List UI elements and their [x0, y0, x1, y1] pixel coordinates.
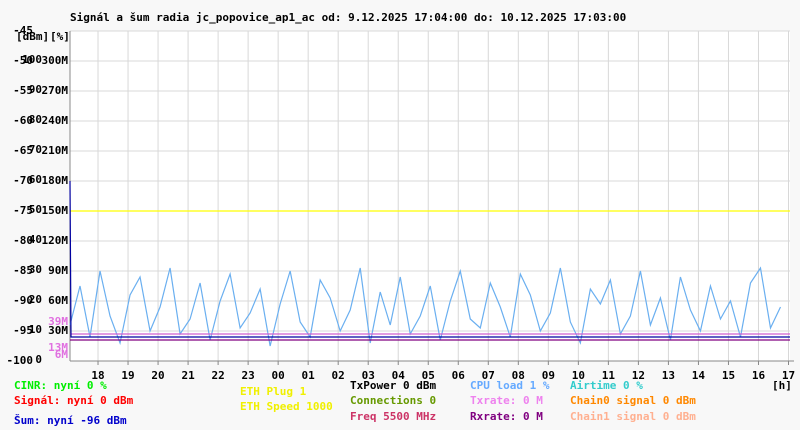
legend-entry: Signál: nyní 0 dBm: [14, 394, 134, 407]
x-tick-label: 09: [542, 369, 555, 382]
y2-axis-label: [%]: [50, 30, 70, 43]
y2-tick-label: 20: [29, 293, 42, 306]
x-tick-label: 10: [572, 369, 585, 382]
y-tick-label: -45: [13, 24, 33, 37]
y2-tick-label: 10: [29, 323, 42, 336]
x-tick-label: 05: [422, 369, 435, 382]
x-tick-label: 01: [302, 369, 316, 382]
y3-tick-label: 300M: [42, 54, 69, 67]
y3-tick-label: 240M: [42, 114, 69, 127]
x-tick-label: 19: [121, 369, 134, 382]
y3-tick-label: 60M: [48, 294, 68, 307]
y-tick-label: -85: [13, 264, 33, 277]
x-axis-label: [h]: [772, 379, 792, 392]
x-tick-label: 11: [602, 369, 616, 382]
y-tick-label: -95: [13, 324, 33, 337]
x-tick-label: 08: [512, 369, 525, 382]
legend-entry: TxPower 0 dBm: [350, 379, 436, 392]
y3-tick-label: 30M: [48, 324, 68, 337]
y3-tick-label: 150M: [42, 204, 69, 217]
x-tick-label: 13: [662, 369, 675, 382]
plot-area: [70, 31, 790, 361]
legend-entry: Freq 5500 MHz: [350, 410, 436, 423]
y2-tick-label: 30: [29, 263, 42, 276]
x-tick-label: 14: [692, 369, 706, 382]
legend-entry: Šum: nyní -96 dBm: [14, 414, 127, 427]
legend-entry: CPU load 1 %: [470, 379, 550, 392]
y3-tick-label: 210M: [42, 144, 69, 157]
y2-tick-label: 0: [35, 353, 42, 366]
legend-entry: Chain0 signal 0 dBm: [570, 394, 696, 407]
y2-tick-label: 80: [29, 113, 42, 126]
x-tick-label: 18: [91, 369, 104, 382]
x-tick-label: 16: [752, 369, 766, 382]
x-tick-label: 21: [181, 369, 195, 382]
rate-marker: 13M: [48, 341, 68, 354]
y-tick-label: -60: [13, 114, 33, 127]
y-tick-label: -100: [7, 354, 34, 367]
y-tick-label: -90: [13, 294, 33, 307]
y-tick-label: -80: [13, 234, 33, 247]
x-tick-label: 04: [392, 369, 406, 382]
legend-entry: Connections 0: [350, 394, 436, 407]
rate-marker: 6M: [55, 348, 69, 361]
y-tick-label: -50: [13, 54, 33, 67]
series-line: [69, 180, 790, 338]
series-line: [69, 266, 782, 347]
y3-tick-label: 270M: [42, 84, 69, 97]
x-tick-label: 12: [632, 369, 645, 382]
y2-tick-label: 100: [22, 53, 42, 66]
y-axis-label: [dBm]: [16, 30, 49, 43]
legend-entry: Rxrate: 0 M: [470, 410, 543, 423]
y2-tick-label: 90: [29, 83, 42, 96]
x-tick-label: 20: [151, 369, 164, 382]
x-tick-label: 07: [482, 369, 495, 382]
legend-entry: Chain1 signal 0 dBm: [570, 410, 696, 423]
legend-entry: CINR: nyní 0 %: [14, 379, 107, 392]
x-tick-label: 03: [362, 369, 375, 382]
y-tick-label: -75: [13, 204, 33, 217]
y-tick-label: -65: [13, 144, 33, 157]
y2-tick-label: 60: [29, 173, 42, 186]
legend-entry: ETH Speed 1000: [240, 400, 333, 413]
y-tick-label: -55: [13, 84, 33, 97]
x-tick-label: 23: [241, 369, 254, 382]
legend-entry: ETH Plug 1: [240, 385, 307, 398]
x-tick-label: 02: [332, 369, 345, 382]
x-tick-label: 15: [722, 369, 735, 382]
y3-tick-label: 180M: [42, 174, 69, 187]
y2-tick-label: 70: [29, 143, 42, 156]
rate-marker: 39M: [48, 315, 68, 328]
y2-tick-label: 40: [29, 233, 42, 246]
x-tick-label: 22: [211, 369, 224, 382]
y2-tick-label: 50: [29, 203, 42, 216]
x-tick-label: 06: [452, 369, 466, 382]
chart-title: Signál a šum radia jc_popovice_ap1_ac od…: [70, 11, 626, 24]
y3-tick-label: 90M: [48, 264, 68, 277]
legend-entry: Txrate: 0 M: [470, 394, 543, 407]
y3-tick-label: 120M: [42, 234, 69, 247]
y-tick-label: -70: [13, 174, 33, 187]
x-tick-label: 00: [272, 369, 285, 382]
legend-entry: Airtime 0 %: [570, 379, 643, 392]
x-tick-label: 17: [782, 369, 795, 382]
